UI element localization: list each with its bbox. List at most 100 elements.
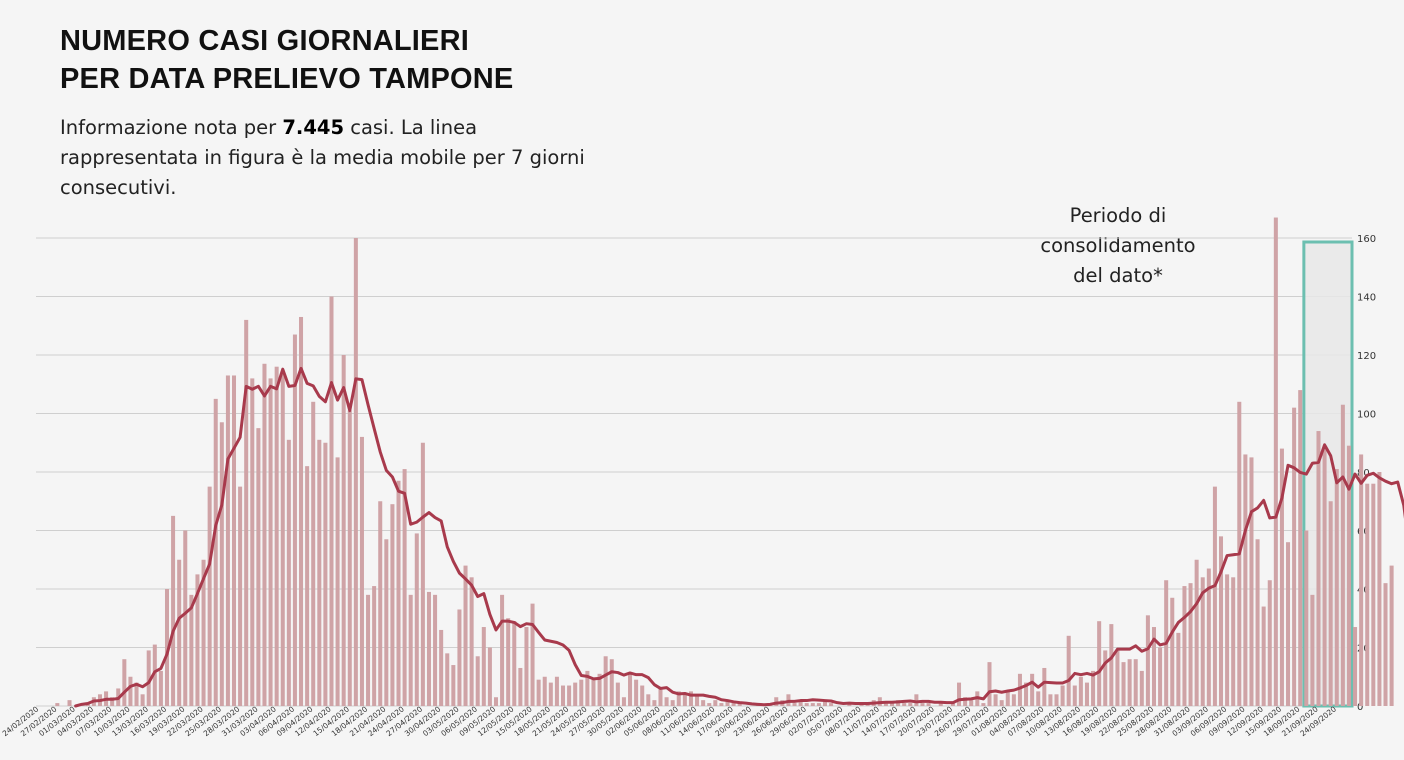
daily-cases-bar (615, 682, 620, 706)
daily-cases-bar (1182, 586, 1187, 706)
daily-cases-bar (518, 667, 523, 706)
daily-cases-bar (311, 401, 316, 706)
daily-cases-bar (506, 618, 511, 706)
moving-average-line (74, 366, 1404, 708)
daily-cases-bar (256, 428, 261, 706)
daily-cases-bar (542, 676, 547, 706)
daily-cases-bar (1328, 501, 1333, 706)
daily-cases-bar (134, 682, 139, 706)
daily-cases-bar (1359, 454, 1364, 706)
daily-cases-bar (262, 363, 267, 706)
daily-cases-bar (305, 466, 310, 706)
daily-cases-bar (1371, 483, 1376, 706)
daily-cases-bar (1145, 615, 1150, 706)
daily-cases-bar (390, 504, 395, 706)
daily-cases-bar (378, 501, 383, 706)
daily-cases-bar (500, 594, 505, 706)
daily-cases-bar (792, 703, 797, 706)
daily-cases-bar (1255, 539, 1260, 706)
daily-cases-bar (225, 375, 230, 706)
daily-cases-bar (707, 703, 712, 706)
daily-cases-bar (1340, 404, 1345, 706)
daily-cases-bar (621, 697, 626, 706)
daily-cases-bar (1133, 659, 1138, 706)
daily-cases-bar (536, 679, 541, 706)
y-tick-label: 100 (1357, 410, 1376, 421)
daily-cases-bar (1060, 685, 1065, 706)
daily-cases-bar (183, 530, 188, 706)
daily-cases-bar (110, 697, 115, 706)
daily-cases-bar (585, 670, 590, 706)
daily-cases-bar (512, 621, 517, 706)
daily-cases-bar (1158, 647, 1163, 706)
daily-cases-bar (128, 676, 133, 706)
daily-cases-bar (634, 679, 639, 706)
daily-cases-bar (1072, 685, 1077, 706)
daily-cases-bar (55, 703, 60, 706)
daily-cases-bar (908, 703, 913, 706)
daily-cases-bar (1267, 580, 1272, 706)
daily-cases-bar (164, 589, 170, 706)
daily-cases-bar (688, 691, 693, 706)
daily-cases-bar (280, 372, 285, 706)
daily-cases-bar (560, 685, 566, 706)
daily-cases-bar (926, 703, 931, 706)
daily-cases-bar (804, 703, 809, 706)
daily-cases-bar (524, 627, 529, 706)
daily-cases-bar (676, 691, 681, 706)
daily-cases-bar (603, 656, 608, 706)
daily-cases-bar (1091, 670, 1096, 706)
daily-cases-bar (1151, 627, 1157, 706)
daily-cases-bar (384, 539, 389, 706)
daily-cases-bar (1310, 594, 1315, 706)
daily-cases-bar (426, 591, 431, 706)
daily-cases-bar (1225, 574, 1230, 706)
daily-cases-bar (1030, 673, 1035, 706)
daily-cases-bar (366, 594, 371, 706)
daily-cases-bar (969, 700, 974, 706)
daily-cases-bar (1176, 632, 1181, 706)
y-tick-label: 120 (1357, 351, 1376, 362)
daily-cases-bar (957, 682, 962, 706)
daily-cases-bar (1249, 457, 1254, 706)
daily-cases-bar (1286, 542, 1291, 706)
daily-cases-bar (1389, 565, 1394, 706)
daily-cases-bar (628, 673, 633, 706)
daily-cases-bar (810, 703, 815, 706)
daily-cases-bar (816, 703, 821, 706)
daily-cases-bar (1066, 635, 1071, 706)
daily-cases-bar (207, 486, 212, 706)
daily-cases-bar (597, 673, 602, 706)
daily-cases-bar (1127, 659, 1132, 706)
daily-cases-bar (554, 676, 559, 706)
daily-cases-bar (67, 700, 72, 706)
daily-cases-bar (274, 366, 279, 706)
daily-cases-bar (1212, 486, 1217, 706)
daily-cases-bar (292, 334, 297, 706)
daily-cases-bar (1231, 577, 1236, 706)
daily-cases-bar (1139, 670, 1144, 706)
daily-cases-bar (1353, 627, 1358, 706)
daily-cases-bar (1188, 583, 1193, 706)
y-tick-label: 60 (1357, 527, 1370, 538)
daily-cases-bar (1078, 676, 1083, 706)
y-tick-label: 80 (1357, 468, 1370, 479)
daily-cases-bar (250, 378, 255, 706)
daily-cases-bar (1261, 606, 1266, 706)
daily-cases-bar (640, 685, 645, 706)
daily-cases-bar (439, 629, 444, 706)
daily-cases-bar (902, 703, 907, 706)
y-tick-label: 40 (1357, 585, 1370, 596)
consolidation-period-label: Periodo di consolidamento del dato* (1020, 201, 1216, 291)
daily-cases-bar (189, 594, 194, 706)
daily-cases-bar (999, 700, 1004, 706)
daily-cases-bar (579, 679, 584, 706)
daily-cases-bar (122, 659, 127, 706)
daily-cases-bar (238, 486, 243, 706)
daily-cases-bar (1273, 217, 1278, 706)
daily-cases-bar (1334, 469, 1339, 706)
daily-cases-bar (317, 439, 322, 706)
chart-subtitle: Informazione nota per 7.445 casi. La lin… (60, 113, 620, 203)
daily-cases-bar (469, 577, 474, 706)
daily-cases-bar (244, 319, 249, 706)
